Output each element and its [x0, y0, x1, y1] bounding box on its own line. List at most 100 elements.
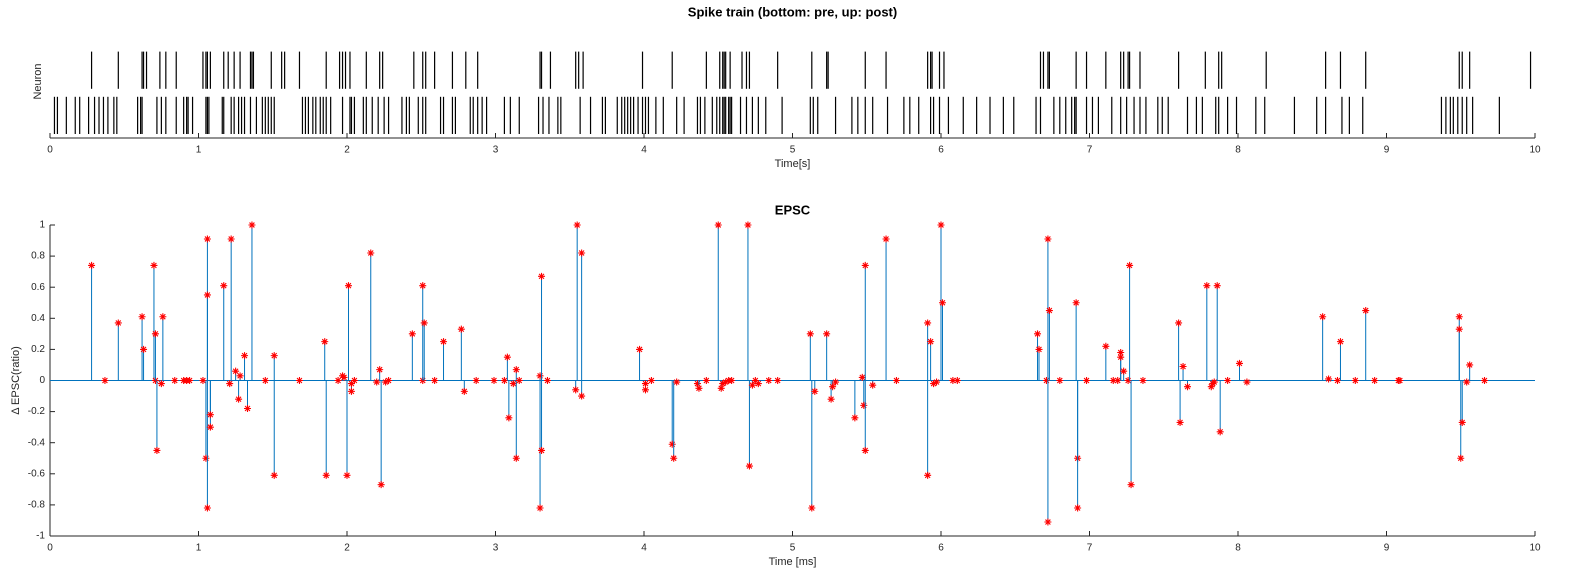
marker [1124, 377, 1132, 384]
marker [151, 330, 159, 338]
y-tick-label: 0.8 [31, 251, 45, 262]
chart-title: EPSC [775, 202, 811, 217]
marker [1056, 377, 1064, 384]
y-tick-label: 0.4 [31, 313, 45, 324]
marker [236, 372, 244, 380]
marker [199, 377, 207, 384]
marker [88, 261, 96, 269]
marker [937, 221, 945, 229]
marker [927, 338, 935, 346]
marker [1371, 377, 1379, 384]
x-tick-label: 4 [641, 543, 647, 554]
x-tick-label: 5 [790, 145, 796, 156]
marker [1203, 282, 1211, 290]
marker [670, 454, 678, 462]
marker [460, 387, 468, 395]
x-axis-label: Time[s] [775, 158, 811, 170]
marker [536, 504, 544, 512]
marker [220, 282, 228, 290]
marker [719, 380, 727, 388]
marker [431, 377, 439, 384]
marker [578, 249, 586, 257]
y-tick-label: 1 [39, 220, 45, 231]
marker [515, 377, 523, 384]
marker [261, 377, 269, 384]
marker [1455, 313, 1463, 321]
x-tick-label: 4 [641, 145, 647, 156]
x-tick-label: 8 [1235, 145, 1241, 156]
marker [350, 377, 358, 384]
marker [647, 377, 655, 384]
x-tick-label: 7 [1087, 145, 1093, 156]
marker [101, 377, 109, 384]
marker [1083, 377, 1091, 384]
marker [1117, 349, 1125, 357]
x-tick-label: 10 [1529, 145, 1541, 156]
marker [829, 383, 837, 391]
marker [202, 454, 210, 462]
marker [1463, 378, 1471, 386]
marker [1184, 383, 1192, 391]
marker [861, 261, 869, 269]
y-axis-label: Neuron [32, 63, 44, 99]
marker [203, 235, 211, 243]
x-tick-label: 2 [344, 145, 350, 156]
marker [1114, 377, 1122, 384]
marker [1120, 367, 1128, 375]
marker [186, 377, 194, 384]
x-tick-label: 5 [790, 543, 796, 554]
marker [376, 366, 384, 374]
marker [744, 221, 752, 229]
marker [153, 446, 161, 454]
marker [774, 377, 782, 384]
marker [512, 366, 520, 374]
marker [457, 325, 465, 333]
y-tick-label: 0.2 [31, 344, 45, 355]
marker [1213, 282, 1221, 290]
x-tick-label: 3 [493, 145, 499, 156]
x-tick-label: 9 [1384, 543, 1390, 554]
marker [203, 291, 211, 299]
marker [1481, 377, 1489, 384]
marker [157, 380, 165, 388]
marker [1074, 504, 1082, 512]
y-axis-label: Δ EPSC(ratio) [10, 346, 22, 414]
marker [150, 261, 158, 269]
marker [270, 471, 278, 479]
marker [924, 319, 932, 327]
marker [1325, 375, 1333, 383]
marker [861, 446, 869, 454]
marker [1139, 377, 1147, 384]
marker [827, 395, 835, 403]
marker [203, 504, 211, 512]
marker [340, 373, 348, 381]
marker [860, 401, 868, 409]
marker [765, 377, 773, 384]
marker [1045, 307, 1053, 315]
marker [206, 411, 214, 419]
marker [347, 387, 355, 395]
marker [1044, 235, 1052, 243]
x-tick-label: 0 [47, 543, 53, 554]
marker [408, 330, 416, 338]
marker [924, 471, 932, 479]
marker [1336, 338, 1344, 346]
marker [538, 446, 546, 454]
marker [573, 221, 581, 229]
marker [500, 377, 508, 384]
marker [636, 345, 644, 353]
y-tick-label: 0 [39, 375, 45, 386]
marker [722, 378, 730, 386]
marker [1216, 428, 1224, 436]
marker [536, 372, 544, 380]
marker [892, 377, 900, 384]
marker [748, 381, 756, 389]
marker [367, 249, 375, 257]
marker [851, 414, 859, 422]
marker [1351, 377, 1359, 384]
marker [641, 380, 649, 388]
marker [420, 319, 428, 327]
